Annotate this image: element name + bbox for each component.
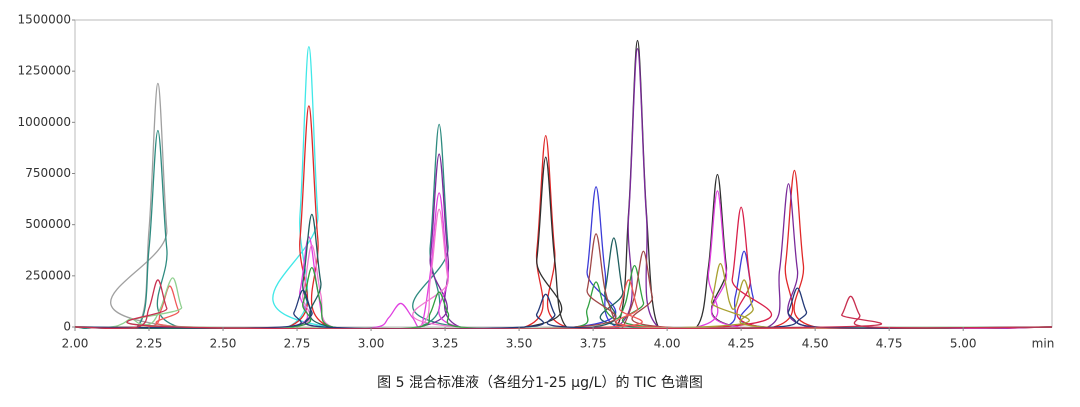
x-tick-label: 2.25 [136,337,163,351]
y-tick-label: 500000 [25,217,71,231]
chromatogram-line [75,45,1052,329]
x-tick-label: 4.25 [728,337,755,351]
y-tick-label: 250000 [25,268,71,282]
x-tick-label: 3.25 [432,337,459,351]
x-tick-label: 3.50 [506,337,533,351]
chromatogram-line [75,287,1052,329]
chromatogram-line [75,186,1052,329]
chromatogram-line [75,262,1052,329]
chromatogram-line [75,82,1052,329]
x-tick-label: 3.75 [580,337,607,351]
y-tick-label: 1500000 [18,13,71,27]
x-tick-label: 4.50 [802,337,829,351]
chromatogram-line [75,105,1052,329]
chromatogram-line [75,47,1052,329]
plot-area [75,39,1052,329]
caption: 图 5 混合标准液（各组分1-25 μg/L）的 TIC 色谱图 [377,374,703,391]
plot-frame [74,19,1053,328]
x-axis-label: min [1032,337,1055,351]
y-tick-label: 1250000 [18,64,71,78]
chromatogram-line [75,123,1052,329]
y-tick-label: 1000000 [18,115,71,129]
x-tick-label: 3.00 [358,337,385,351]
chromatogram-line [75,279,1052,329]
y-tick-label: 0 [63,320,71,334]
chromatogram-line [75,190,1052,329]
chromatogram-line [75,233,1052,329]
y-tick-label: 750000 [25,166,71,180]
chromatogram-line [75,277,1052,329]
chromatogram-line [75,39,1052,329]
chromatogram-line [75,206,1052,329]
x-tick-label: 2.50 [210,337,237,351]
x-tick-label: 4.00 [654,337,681,351]
x-tick-label: 5.00 [950,337,977,351]
chromatogram-line [75,208,1052,329]
x-tick-label: 2.75 [284,337,311,351]
chromatogram-line [75,264,1052,329]
chromatogram-line [75,213,1052,329]
x-tick-label: 4.75 [876,337,903,351]
x-tick-label: 2.00 [62,337,89,351]
